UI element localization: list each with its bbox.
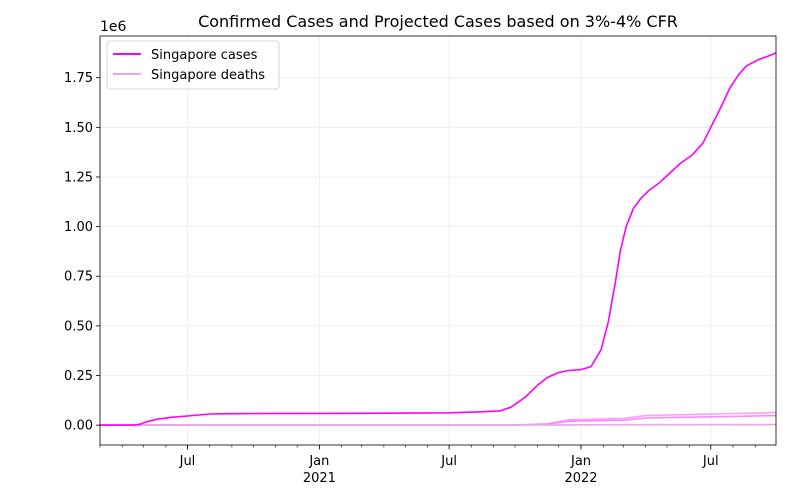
x-tick-label: Jan xyxy=(308,454,329,469)
series-line xyxy=(100,423,777,426)
legend-label: Singapore deaths xyxy=(151,68,265,83)
series-line xyxy=(100,52,777,426)
grid xyxy=(100,36,776,445)
legend: Singapore cases Singapore deaths xyxy=(106,40,280,90)
legend-box xyxy=(106,40,280,90)
y-tick-label: 1.75 xyxy=(64,71,93,86)
y-multiplier-label: 1e6 xyxy=(100,19,127,35)
plot-frame xyxy=(99,35,777,446)
y-tick-label: 0.75 xyxy=(64,270,93,285)
chart-title: Confirmed Cases and Projected Cases base… xyxy=(198,12,678,31)
y-tick-label: 0.00 xyxy=(64,419,93,434)
y-tick-label: 1.25 xyxy=(64,170,93,185)
plot-background xyxy=(100,36,776,445)
y-axis: 0.00 0.25 0.50 0.75 1.00 1.25 1.50 1.75 xyxy=(64,71,100,434)
x-tick-label: Jan xyxy=(570,454,591,469)
legend-label: Singapore cases xyxy=(151,48,258,63)
y-tick-label: 0.25 xyxy=(64,369,93,384)
y-tick-label: 0.50 xyxy=(64,319,93,334)
x-tick-label: Jul xyxy=(440,454,457,469)
y-tick-label: 1.00 xyxy=(64,220,93,235)
x-tick-label: Jul xyxy=(702,454,719,469)
x-tick-year-label: 2022 xyxy=(564,471,597,486)
x-tick-label: Jul xyxy=(179,454,196,469)
x-tick-year-label: 2021 xyxy=(303,471,336,486)
x-axis: Jul Jan 2021 Jul Jan 2022 Jul xyxy=(99,445,756,486)
series-layer xyxy=(100,52,777,426)
y-tick-label: 1.50 xyxy=(64,121,93,136)
